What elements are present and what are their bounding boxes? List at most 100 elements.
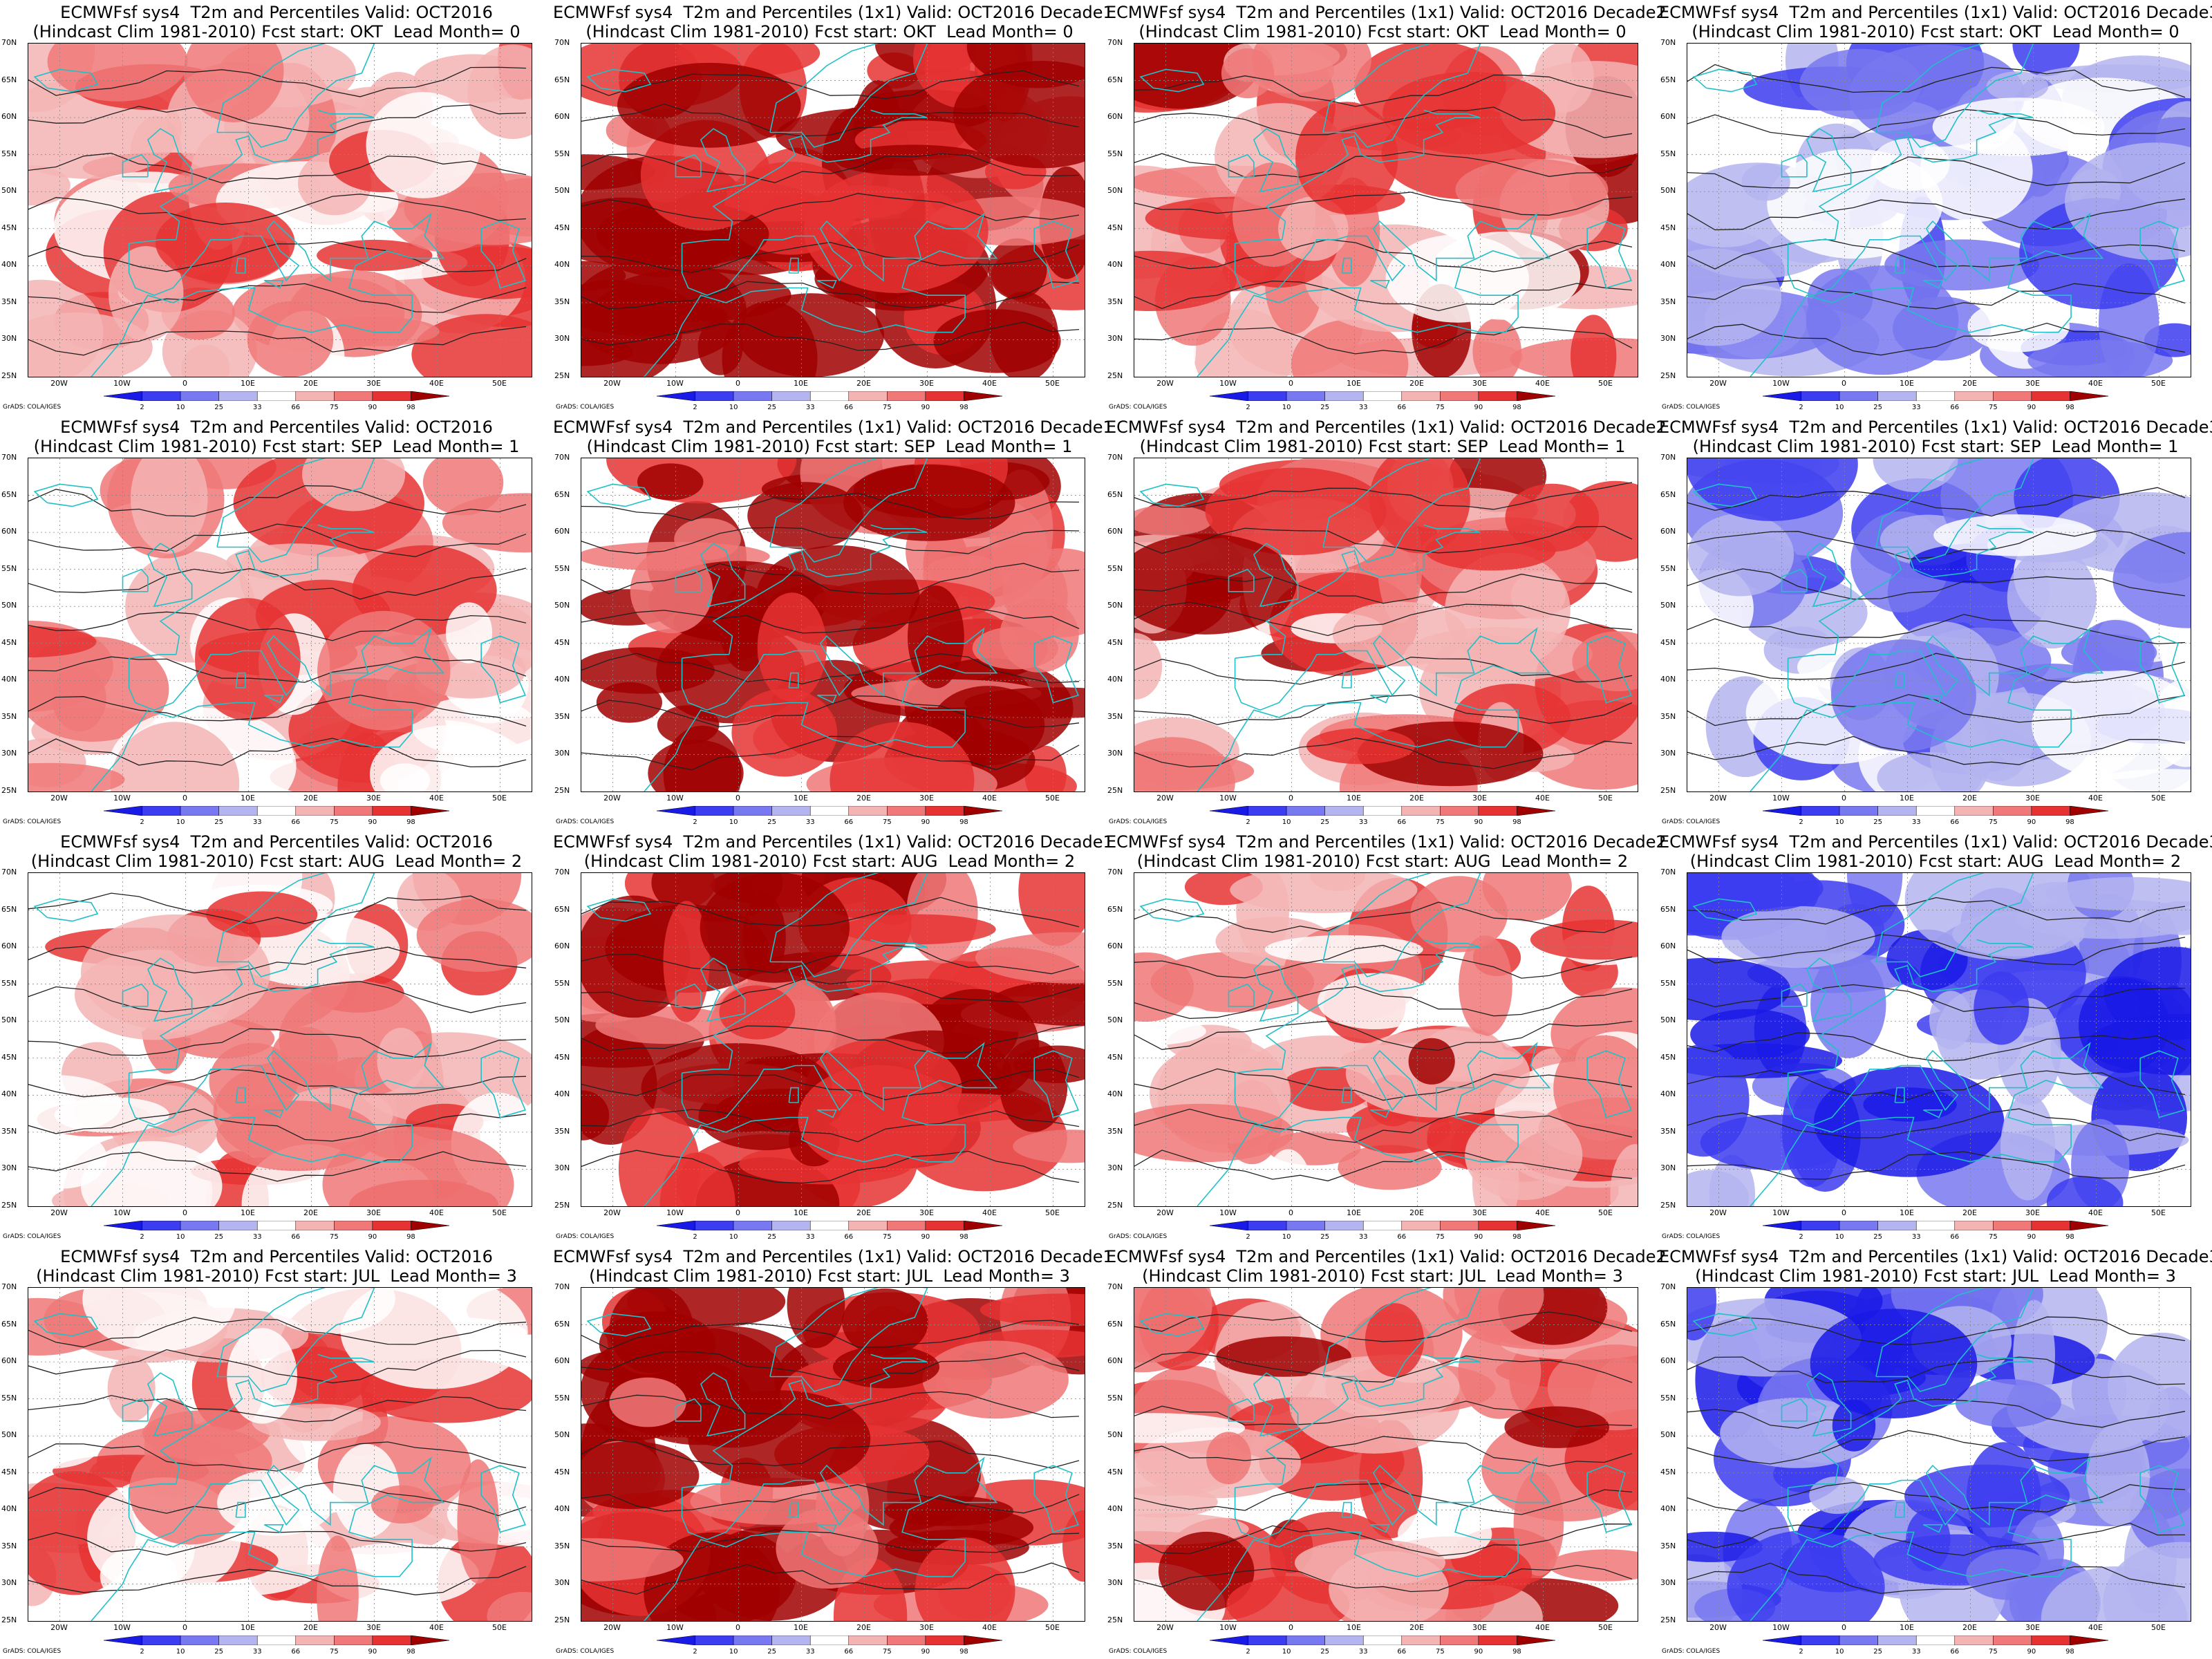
colorbar-tick-label: 90 (921, 818, 930, 826)
lat-tick-label: 40N (554, 260, 570, 270)
colorbar-tick-label: 98 (2065, 404, 2074, 411)
lat-tick-label: 45N (1, 223, 17, 232)
coastline (1253, 1372, 1299, 1436)
coastline (769, 458, 928, 563)
lat-tick-label: 45N (1107, 223, 1123, 232)
grads-credit: GrADS: COLA/IGES (1109, 818, 1168, 825)
percentile-shade (617, 62, 801, 148)
lon-tick-label: 0 (735, 794, 740, 803)
coastline (147, 543, 193, 607)
colorbar-segment (1324, 391, 1364, 401)
temperature-contour (28, 1349, 527, 1384)
colorbar-segment (1362, 1635, 1403, 1645)
lat-tick-label: 50N (1, 186, 17, 196)
lon-tick-label: 10E (794, 794, 808, 803)
colorbar-segment (733, 806, 772, 816)
colorbar-tick-label: 33 (252, 818, 262, 826)
lon-tick-label: 30E (919, 1208, 934, 1217)
colorbar-segment (1801, 806, 1840, 816)
colorbar-tick-label: 75 (329, 1648, 339, 1656)
map-canvas (28, 44, 532, 377)
colorbar-tick-label: 33 (805, 404, 815, 411)
percentile-shade (1134, 1103, 1294, 1163)
percentile-shade (719, 985, 796, 1040)
colorbar-segment (1763, 1221, 1801, 1230)
lon-tick-label: 0 (182, 794, 187, 803)
lat-tick-label: 50N (1107, 1015, 1123, 1025)
colorbar-tick-label: 66 (844, 404, 854, 411)
colorbar-tick-label: 10 (176, 818, 185, 826)
percentile-shade (659, 1152, 735, 1206)
colorbar-segment (1915, 1221, 1956, 1230)
panel-title: ECMWFsf sys4 T2m and Percentiles (1x1) V… (1659, 832, 2212, 871)
lat-tick-label: 60N (1660, 112, 1676, 122)
colorbar-segment (695, 806, 734, 816)
lon-tick-label: 0 (1841, 379, 1846, 388)
percentile-shade (1408, 1038, 1455, 1085)
percentile-shade (2007, 547, 2097, 649)
coastline (682, 239, 729, 244)
coastline (1197, 627, 1551, 791)
colorbar-tick-label: 66 (844, 1648, 854, 1656)
colorbar-segment (1362, 1221, 1403, 1230)
colorbar-segment (411, 391, 449, 401)
temperature-contour (1134, 657, 1633, 685)
lon-tick-label: 10E (241, 1623, 255, 1632)
panel-title: ECMWFsf sys4 T2m and Percentiles (1x1) V… (1106, 418, 1667, 456)
percentile-shade (1873, 458, 1958, 492)
percentile-shade (1134, 1288, 1212, 1363)
coastline (122, 153, 149, 178)
colorbar-tick-label: 2 (140, 1648, 144, 1656)
lat-tick-label: 70N (1660, 453, 1676, 462)
colorbar-segment (372, 391, 411, 401)
percentile-shade (1767, 149, 1943, 259)
colorbar-segment (1478, 1221, 1517, 1230)
colorbar-segment (104, 1635, 142, 1645)
lat-tick-label: 55N (554, 1393, 570, 1403)
percentile-shade (1610, 1144, 1638, 1206)
map-area (581, 43, 1085, 377)
coastline (788, 672, 799, 688)
temperature-contour (1134, 1436, 1633, 1467)
lon-tick-label: 10W (666, 794, 684, 803)
coastline (1197, 1456, 1551, 1621)
lon-tick-label: 10W (666, 379, 684, 388)
temperature-contour (1687, 653, 2186, 683)
percentile-shade (130, 458, 208, 554)
colorbar-tick-label: 98 (406, 404, 415, 411)
colorbar-tick-label: 2 (1246, 404, 1250, 411)
lon-tick-label: 0 (1288, 1208, 1293, 1217)
coastline (1341, 672, 1352, 688)
lat-tick-label: 55N (554, 149, 570, 158)
percentile-shade (82, 1288, 236, 1351)
colorbar-tick-label: 25 (767, 818, 777, 826)
colorbar-tick-label: 25 (214, 404, 224, 411)
colorbar-tick-label: 25 (1320, 404, 1330, 411)
colorbar (1763, 1635, 2108, 1645)
colorbar-segment (334, 806, 373, 816)
colorbar-tick-label: 2 (140, 818, 144, 826)
temperature-contour (581, 321, 1080, 351)
colorbar-segment (733, 1221, 772, 1230)
percentile-shade (1443, 1288, 1544, 1333)
panel-title: ECMWFsf sys4 T2m and Percentiles (1x1) V… (553, 1247, 1114, 1286)
lon-tick-label: 20E (856, 1623, 871, 1632)
map-area (1687, 872, 2191, 1207)
lat-tick-label: 55N (1660, 978, 1676, 988)
grads-credit: GrADS: COLA/IGES (1662, 404, 1721, 411)
coastline (769, 44, 928, 148)
percentile-shade (1986, 71, 2049, 102)
lat-tick-label: 35N (1107, 711, 1123, 721)
colorbar-segment (1248, 806, 1287, 816)
map-panel: ECMWFsf sys4 T2m and Percentiles (1x1) V… (1659, 1244, 2212, 1659)
lat-tick-label: 40N (1, 1089, 17, 1099)
colorbar-tick-label: 66 (1397, 1648, 1407, 1656)
colorbar (104, 1221, 449, 1230)
lat-tick-label: 25N (554, 1201, 570, 1210)
grads-credit: GrADS: COLA/IGES (1109, 1648, 1168, 1655)
map-panel: ECMWFsf sys4 T2m and Percentiles (1x1) V… (1106, 0, 1667, 415)
lat-tick-label: 30N (554, 1578, 570, 1588)
temperature-contour (581, 1024, 1080, 1054)
colorbar-tick-label: 66 (1397, 1233, 1407, 1241)
colorbar-tick-label: 10 (1835, 1233, 1844, 1241)
